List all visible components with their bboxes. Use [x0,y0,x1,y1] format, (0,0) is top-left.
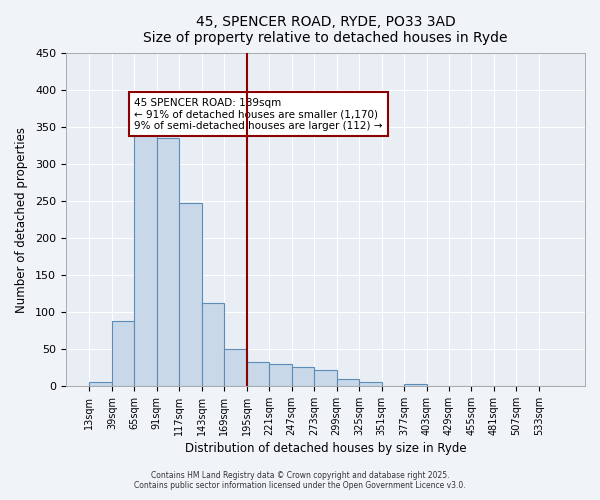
Bar [202,303,224,386]
Bar [247,362,269,386]
Bar [404,384,427,386]
Bar [359,382,382,386]
Bar [112,321,134,386]
Y-axis label: Number of detached properties: Number of detached properties [15,126,28,312]
Bar [134,128,157,386]
Bar [89,382,112,386]
Title: 45, SPENCER ROAD, RYDE, PO33 3AD
Size of property relative to detached houses in: 45, SPENCER ROAD, RYDE, PO33 3AD Size of… [143,15,508,45]
Bar [269,364,292,386]
Bar [224,349,247,386]
Bar [337,378,359,386]
Bar [157,138,179,386]
Bar [292,368,314,386]
Bar [314,370,337,386]
Bar [179,204,202,386]
X-axis label: Distribution of detached houses by size in Ryde: Distribution of detached houses by size … [185,442,466,455]
Text: Contains HM Land Registry data © Crown copyright and database right 2025.
Contai: Contains HM Land Registry data © Crown c… [134,470,466,490]
Text: 45 SPENCER ROAD: 189sqm
← 91% of detached houses are smaller (1,170)
9% of semi-: 45 SPENCER ROAD: 189sqm ← 91% of detache… [134,98,383,131]
